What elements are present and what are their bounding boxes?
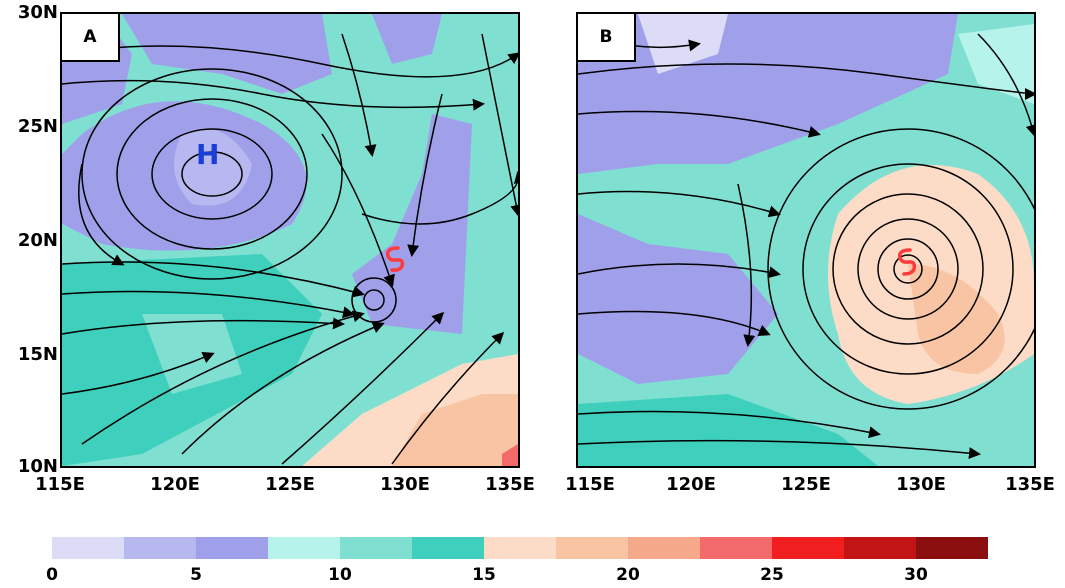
- colorbar-segment: [484, 537, 556, 559]
- streamlines-a: [62, 33, 518, 465]
- high-wind-region: [502, 444, 518, 466]
- low-wind-region: [638, 14, 728, 74]
- typhoon-symbol-icon: [385, 246, 405, 272]
- map-panel-a: A: [60, 12, 520, 468]
- colorbar-label: 25: [760, 565, 784, 585]
- x-tick-a-120e: 120E: [150, 474, 200, 495]
- colorbar-segment: [844, 537, 916, 559]
- mid-wind-region: [578, 394, 878, 466]
- colorbar-label: 5: [190, 565, 202, 585]
- colorbar-segment: [124, 537, 196, 559]
- x-tick-a-125e: 125E: [265, 474, 315, 495]
- x-tick-b-120e: 120E: [666, 474, 716, 495]
- y-tick-25n: 25N: [17, 116, 58, 137]
- y-tick-15n: 15N: [17, 344, 58, 365]
- wind-speed-map-a: [62, 14, 518, 466]
- x-tick-b-125e: 125E: [781, 474, 831, 495]
- x-tick-a-115e: 115E: [35, 474, 85, 495]
- y-tick-30n: 30N: [17, 2, 58, 23]
- x-tick-b-135e: 135E: [1005, 474, 1055, 495]
- high-pressure-marker: H: [196, 138, 220, 171]
- colorbar-label: 10: [328, 565, 352, 585]
- map-panel-b: B: [576, 12, 1036, 468]
- colorbar-label: 30: [904, 565, 928, 585]
- low-wind-region: [122, 14, 332, 94]
- low-wind-region: [578, 214, 778, 384]
- colorbar-segment: [196, 537, 268, 559]
- colorbar-segment: [268, 537, 340, 559]
- mid-wind-region: [142, 314, 242, 394]
- colorbar-segment: [340, 537, 412, 559]
- colorbar-segment: [628, 537, 700, 559]
- colorbar: [52, 537, 988, 559]
- panel-label-a: A: [62, 14, 120, 62]
- panel-label-b: B: [578, 14, 636, 62]
- mid-wind-region: [958, 24, 1034, 104]
- colorbar-segment: [916, 537, 988, 559]
- y-tick-20n: 20N: [17, 230, 58, 251]
- streamlines-b: [578, 33, 1034, 460]
- x-tick-a-130e: 130E: [380, 474, 430, 495]
- y-tick-10n: 10N: [17, 456, 58, 477]
- colorbar-segment: [772, 537, 844, 559]
- x-tick-a-135e: 135E: [485, 474, 535, 495]
- high-wind-region: [908, 264, 1005, 374]
- colorbar-label: 0: [46, 565, 58, 585]
- x-tick-b-130e: 130E: [896, 474, 946, 495]
- colorbar-segment: [412, 537, 484, 559]
- typhoon-symbol-icon: [897, 248, 917, 276]
- colorbar-segment: [700, 537, 772, 559]
- colorbar-segment: [52, 537, 124, 559]
- low-wind-region: [174, 128, 252, 206]
- colorbar-label: 20: [616, 565, 640, 585]
- colorbar-segment: [556, 537, 628, 559]
- low-wind-region: [372, 14, 442, 64]
- colorbar-label: 15: [472, 565, 496, 585]
- wind-speed-map-b: [578, 14, 1034, 466]
- x-tick-b-115e: 115E: [565, 474, 615, 495]
- high-wind-region: [392, 394, 518, 466]
